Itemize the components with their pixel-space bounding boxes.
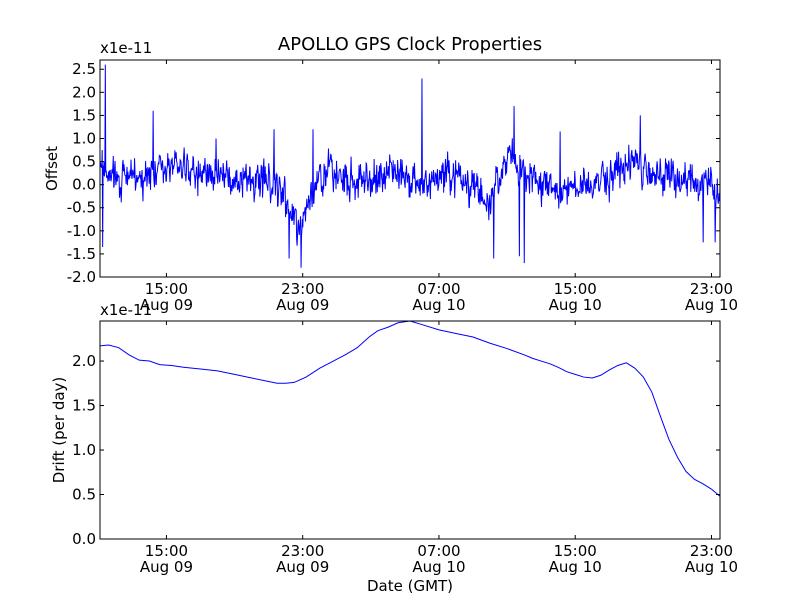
- x-tick-date-label: Aug 10: [685, 558, 738, 576]
- offset-y-axis: -2.0 -1.5 -1.0 -0.5 0.0 0.5 1.0 1.5 2.0 2.5: [67, 60, 720, 286]
- y-tick-label: 0.5: [72, 486, 96, 504]
- x-tick-time-label: 23:00: [690, 280, 733, 298]
- x-tick-time-label: 15:00: [554, 280, 597, 298]
- drift-y-axis: 0.0 0.5 1.0 1.5 2.0: [72, 352, 720, 548]
- y-tick-label: 0.0: [72, 176, 96, 194]
- x-tick-time-label: 07:00: [417, 280, 460, 298]
- x-tick-date-label: Aug 09: [140, 296, 193, 314]
- y-tick-label: -1.5: [67, 245, 96, 263]
- y-tick-label: -0.5: [67, 199, 96, 217]
- y-tick-label: -1.0: [67, 222, 96, 240]
- x-tick-time-label: 15:00: [554, 542, 597, 560]
- offset-panel: -2.0 -1.5 -1.0 -0.5 0.0 0.5 1.0 1.5 2.0 2.5 15:00…: [43, 39, 738, 314]
- x-tick-time-label: 07:00: [417, 542, 460, 560]
- y-tick-label: -2.0: [67, 268, 96, 286]
- drift-y-label: Drift (per day): [50, 377, 68, 484]
- x-tick-date-label: Aug 10: [549, 558, 602, 576]
- y-tick-label: 1.0: [72, 129, 96, 147]
- offset-plot-frame: [99, 59, 721, 278]
- y-tick-label: 2.0: [72, 83, 96, 101]
- x-tick-time-label: 15:00: [145, 280, 188, 298]
- x-tick-date-label: Aug 09: [140, 558, 193, 576]
- drift-offset-text: x1e-11: [100, 301, 152, 319]
- x-tick-time-label: 15:00: [145, 542, 188, 560]
- x-tick-date-label: Aug 10: [549, 296, 602, 314]
- offset-y-label: Offset: [43, 146, 61, 191]
- y-tick-label: 1.5: [72, 397, 96, 415]
- x-tick-time-label: 23:00: [281, 542, 324, 560]
- x-tick-time-label: 23:00: [281, 280, 324, 298]
- chart-title: APOLLO GPS Clock Properties: [278, 34, 542, 55]
- x-tick-date-label: Aug 10: [412, 296, 465, 314]
- y-tick-label: 0.0: [72, 530, 96, 548]
- offset-offset-text: x1e-11: [100, 39, 152, 57]
- x-tick-date-label: Aug 09: [276, 296, 329, 314]
- y-tick-label: 1.0: [72, 441, 96, 459]
- y-tick-label: 1.5: [72, 106, 96, 124]
- x-tick-date-label: Aug 10: [685, 296, 738, 314]
- offset-series-line: [100, 64, 720, 268]
- drift-x-label: Date (GMT): [367, 577, 453, 595]
- drift-series-line: [100, 321, 720, 497]
- y-tick-label: 2.5: [72, 60, 96, 78]
- drift-plot-frame: [99, 320, 721, 540]
- y-tick-label: 0.5: [72, 153, 96, 171]
- x-tick-date-label: Aug 09: [276, 558, 329, 576]
- x-tick-time-label: 23:00: [690, 542, 733, 560]
- y-tick-label: 2.0: [72, 352, 96, 370]
- x-tick-date-label: Aug 10: [412, 558, 465, 576]
